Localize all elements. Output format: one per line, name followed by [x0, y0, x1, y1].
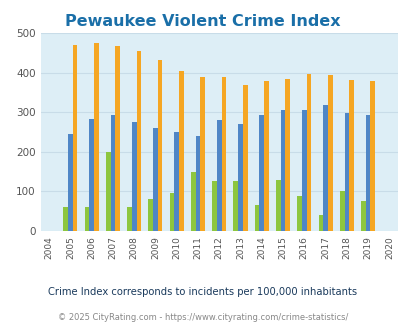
Bar	[148, 199, 153, 231]
Bar	[68, 134, 72, 231]
Bar	[216, 120, 221, 231]
Bar	[195, 136, 200, 231]
Bar	[115, 46, 119, 231]
Bar	[200, 77, 205, 231]
Bar	[158, 60, 162, 231]
Bar	[212, 181, 216, 231]
Bar	[242, 85, 247, 231]
Bar	[322, 105, 327, 231]
Bar	[174, 132, 179, 231]
Bar	[190, 172, 195, 231]
Bar	[285, 79, 289, 231]
Bar	[306, 74, 311, 231]
Bar	[327, 75, 332, 231]
Bar	[233, 181, 238, 231]
Bar	[238, 124, 242, 231]
Bar	[296, 196, 301, 231]
Bar	[318, 215, 322, 231]
Bar	[280, 110, 285, 231]
Bar	[94, 43, 98, 231]
Bar	[63, 207, 68, 231]
Bar	[369, 81, 374, 231]
Bar	[221, 77, 226, 231]
Bar	[344, 113, 348, 231]
Bar	[84, 207, 89, 231]
Bar	[264, 81, 268, 231]
Bar	[153, 128, 158, 231]
Bar	[127, 207, 132, 231]
Bar	[136, 51, 141, 231]
Bar	[365, 115, 369, 231]
Bar	[179, 71, 183, 231]
Bar	[72, 45, 77, 231]
Bar	[259, 115, 264, 231]
Bar	[254, 205, 259, 231]
Bar	[169, 193, 174, 231]
Bar	[360, 201, 365, 231]
Text: Pewaukee Violent Crime Index: Pewaukee Violent Crime Index	[65, 14, 340, 29]
Bar	[110, 115, 115, 231]
Bar	[339, 191, 344, 231]
Text: Crime Index corresponds to incidents per 100,000 inhabitants: Crime Index corresponds to incidents per…	[48, 287, 357, 297]
Bar	[132, 122, 136, 231]
Bar	[89, 118, 94, 231]
Text: © 2025 CityRating.com - https://www.cityrating.com/crime-statistics/: © 2025 CityRating.com - https://www.city…	[58, 313, 347, 322]
Bar	[348, 80, 353, 231]
Bar	[106, 152, 110, 231]
Bar	[301, 110, 306, 231]
Bar	[275, 180, 280, 231]
